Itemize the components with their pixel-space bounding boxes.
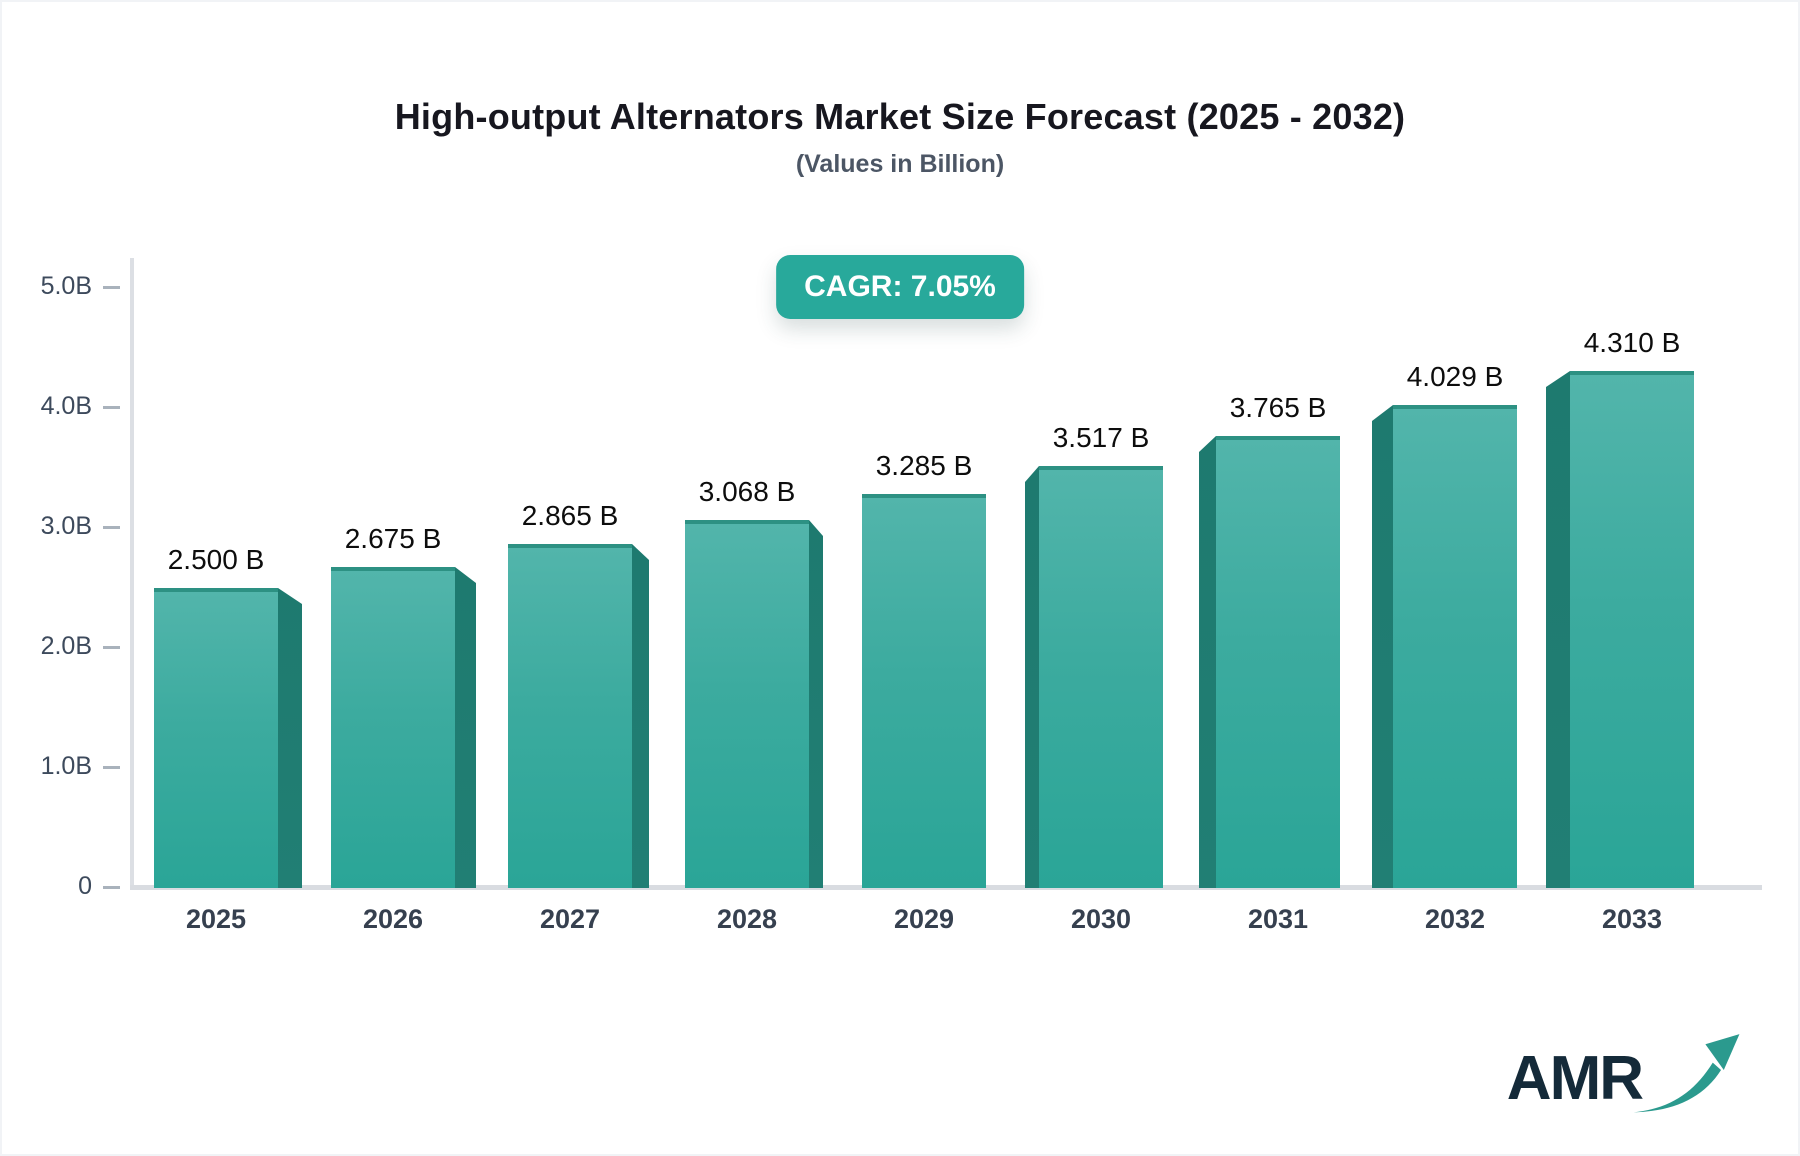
x-axis-label-2032: 2032 [1424,904,1486,934]
chart-subtitle: (Values in Billion) [795,150,1005,178]
cagr-badge: CAGR: 7.05% [776,255,1024,319]
bar-value-label-2031: 3.765 B [1229,392,1327,423]
growth-arrow-icon [1633,1034,1740,1113]
bar-2033 [1570,371,1694,888]
bar-side-2025 [278,588,302,888]
y-axis-tick-label: 5.0B [40,272,92,300]
bar-value-label-2027: 2.865 B [521,500,619,531]
bar-2032 [1393,405,1517,888]
y-axis-tick-label: 2.0B [40,632,92,660]
bar-side-2031 [1199,436,1216,888]
bar-side-2033 [1546,371,1570,888]
y-axis-line [130,258,134,890]
bar-value-label-2029: 3.285 B [875,450,973,481]
bar-side-2027 [632,544,649,888]
y-axis-tick-label: 3.0B [40,512,92,540]
bar-value-label-2033: 4.310 B [1583,327,1681,358]
x-axis-label-2028: 2028 [716,904,778,934]
bar-value-label-2028: 3.068 B [698,476,796,507]
bar-2026 [331,567,455,888]
bar-value-label-2030: 3.517 B [1052,422,1150,453]
bar-side-2030 [1025,466,1039,888]
amr-logo: AMR [1506,1024,1746,1113]
y-axis-tick-label: 0 [78,872,92,900]
x-axis-label-2033: 2033 [1601,904,1663,934]
bar-side-2032 [1372,405,1393,888]
y-axis-tick-mark [103,766,120,769]
bar-2027 [508,544,632,888]
bar-side-2028 [809,520,823,888]
y-axis-tick-mark [103,646,120,649]
bar-2031 [1216,436,1340,888]
x-axis-label-2026: 2026 [362,904,424,934]
x-axis-label-2031: 2031 [1247,904,1309,934]
x-axis-label-2027: 2027 [539,904,601,934]
bar-2030 [1039,466,1163,888]
y-axis-tick-mark [103,886,120,889]
logo-text: AMR [1506,1044,1644,1113]
y-axis-tick-mark [103,526,120,529]
y-axis-tick-mark [103,406,120,409]
bar-value-label-2025: 2.500 B [167,544,265,575]
bar-value-label-2032: 4.029 B [1406,361,1504,392]
x-axis-label-2029: 2029 [893,904,955,934]
x-axis-label-2025: 2025 [185,904,247,934]
chart-title: High-output Alternators Market Size Fore… [394,96,1406,137]
y-axis-tick-label: 4.0B [40,392,92,420]
bar-value-label-2026: 2.675 B [344,523,442,554]
bar-2029 [862,494,986,888]
y-axis-tick-label: 1.0B [40,752,92,780]
bar-2025 [154,588,278,888]
bar-side-2026 [455,567,476,888]
y-axis-tick-mark [103,286,120,289]
x-axis-label-2030: 2030 [1070,904,1132,934]
bar-2028 [685,520,809,888]
